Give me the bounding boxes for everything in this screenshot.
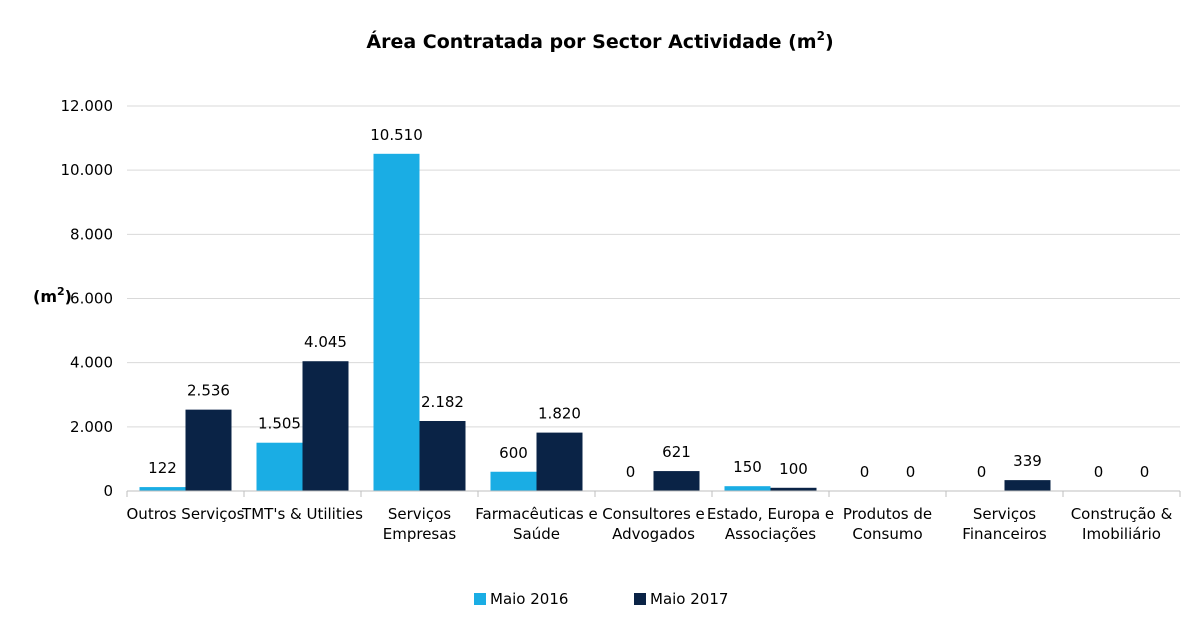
bar-maio-2016 bbox=[490, 471, 537, 491]
bar-maio-2016 bbox=[373, 153, 420, 491]
legend: Maio 2016 Maio 2017 bbox=[474, 590, 728, 608]
data-label: 1.505 bbox=[258, 415, 301, 433]
bar-maio-2017 bbox=[302, 361, 349, 491]
data-label: 150 bbox=[733, 458, 762, 476]
data-label: 0 bbox=[626, 463, 636, 481]
y-axis-label-superscript: 2 bbox=[57, 285, 65, 298]
category-label: Serviços bbox=[973, 505, 1036, 523]
chart-title: Área Contratada por Sector Actividade (m… bbox=[366, 29, 833, 53]
bar-maio-2017 bbox=[536, 432, 583, 491]
y-tick-label: 4.000 bbox=[70, 354, 113, 372]
x-axis-tick-marks bbox=[126, 491, 1181, 497]
y-tick-label: 12.000 bbox=[61, 97, 114, 115]
bars bbox=[139, 153, 1051, 491]
category-label: Farmacêuticas e bbox=[475, 505, 597, 523]
data-label: 621 bbox=[662, 443, 691, 461]
category-label: Consumo bbox=[852, 525, 922, 543]
category-label: Empresas bbox=[383, 525, 457, 543]
data-label: 2.182 bbox=[421, 393, 464, 411]
data-label: 339 bbox=[1013, 452, 1042, 470]
data-label: 0 bbox=[906, 463, 916, 481]
bar-maio-2016 bbox=[724, 486, 771, 491]
bar-maio-2016 bbox=[139, 487, 186, 491]
chart-title-text: Área Contratada por Sector Actividade (m bbox=[366, 30, 816, 53]
data-label: 1.820 bbox=[538, 405, 581, 423]
bar-maio-2017 bbox=[1004, 480, 1051, 491]
legend-swatch-maio-2017 bbox=[634, 593, 646, 605]
data-label: 122 bbox=[148, 459, 177, 477]
category-label: Construção & bbox=[1071, 505, 1173, 523]
y-tick-label: 0 bbox=[103, 482, 113, 500]
legend-swatch-maio-2016 bbox=[474, 593, 486, 605]
bar-maio-2017 bbox=[653, 471, 700, 491]
chart-title-close: ) bbox=[825, 31, 834, 53]
y-tick-label: 6.000 bbox=[70, 290, 113, 308]
data-label: 0 bbox=[1094, 463, 1104, 481]
data-labels: 122 1.505 10.510 600 0 150 0 0 0 2.536 4.045 2.182 1… bbox=[148, 126, 1149, 481]
data-label: 4.045 bbox=[304, 333, 347, 351]
y-axis-ticks: 0 2.000 4.000 6.000 8.000 10.000 12.000 bbox=[61, 97, 114, 500]
y-axis-label: (m2) bbox=[33, 285, 72, 306]
category-label: Serviços bbox=[388, 505, 451, 523]
category-label: Imobiliário bbox=[1082, 525, 1161, 543]
category-label: Produtos de bbox=[843, 505, 932, 523]
category-label: Estado, Europa e bbox=[707, 505, 834, 523]
category-label: Financeiros bbox=[962, 525, 1047, 543]
category-label: Saúde bbox=[513, 525, 560, 543]
bar-maio-2017 bbox=[185, 409, 232, 491]
category-label: Outros Serviços bbox=[127, 505, 245, 523]
gridlines bbox=[127, 105, 1180, 428]
bar-maio-2017 bbox=[419, 420, 466, 491]
category-label: Associações bbox=[725, 525, 816, 543]
data-label: 2.536 bbox=[187, 382, 230, 400]
chart-title-superscript: 2 bbox=[817, 29, 825, 43]
y-axis-label-close: ) bbox=[65, 287, 72, 306]
bar-maio-2016 bbox=[256, 442, 303, 491]
data-label: 0 bbox=[1140, 463, 1150, 481]
bar-maio-2017 bbox=[770, 487, 817, 491]
y-tick-label: 10.000 bbox=[61, 161, 114, 179]
category-label: TMT's & Utilities bbox=[241, 505, 363, 523]
y-tick-label: 2.000 bbox=[70, 418, 113, 436]
data-label: 100 bbox=[779, 460, 808, 478]
data-label: 0 bbox=[977, 463, 987, 481]
category-label: Consultores e bbox=[602, 505, 705, 523]
category-label: Advogados bbox=[612, 525, 695, 543]
legend-label-maio-2017: Maio 2017 bbox=[650, 590, 728, 608]
data-label: 0 bbox=[860, 463, 870, 481]
legend-label-maio-2016: Maio 2016 bbox=[490, 590, 568, 608]
data-label: 10.510 bbox=[370, 126, 423, 144]
data-label: 600 bbox=[499, 444, 528, 462]
y-tick-label: 8.000 bbox=[70, 225, 113, 243]
y-axis-label-text: (m bbox=[33, 287, 57, 306]
